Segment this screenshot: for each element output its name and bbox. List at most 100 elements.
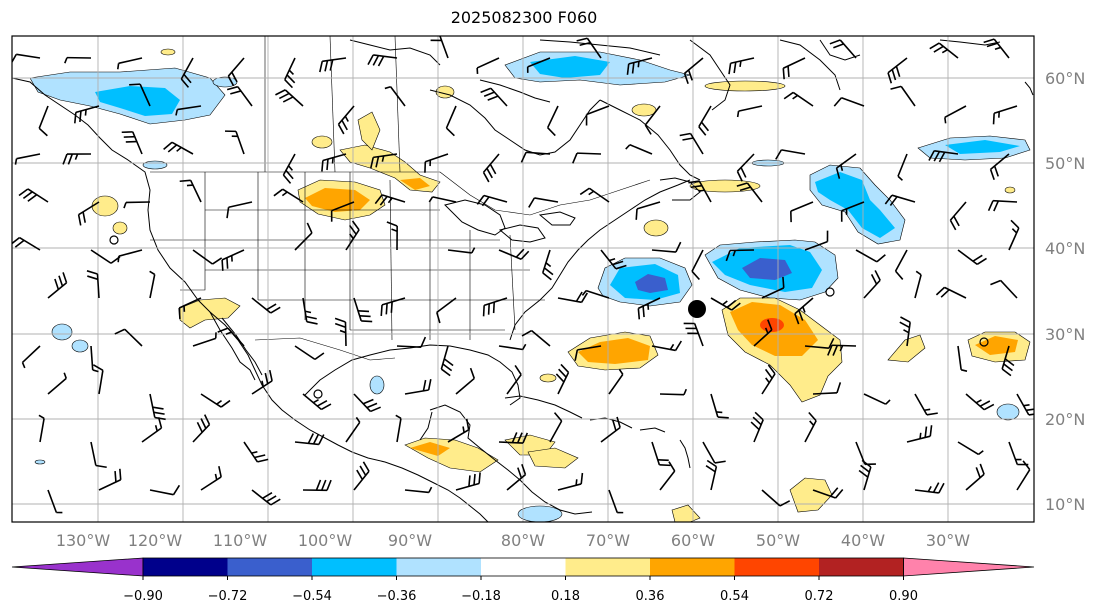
wind-barb [833, 97, 865, 107]
wind-barb [702, 441, 726, 464]
wind-barb [476, 194, 508, 207]
wind-barb [526, 57, 551, 73]
wind-barbs [12, 36, 1034, 514]
wind-barb [775, 149, 806, 160]
colorbar-tick-label: −0.54 [292, 589, 332, 604]
wind-barb [445, 105, 457, 137]
wind-barb [688, 180, 712, 203]
wind-barb [829, 39, 857, 59]
wind-barb [224, 130, 245, 155]
colorbar-tick-label: −0.36 [377, 589, 417, 604]
wind-barb [18, 188, 49, 203]
lon-label: 40°W [841, 531, 885, 550]
wind-barb [557, 291, 588, 304]
wind-barb [396, 336, 427, 348]
colorbar-extend-high [903, 557, 1035, 577]
colorbar-segment [143, 558, 228, 576]
wind-barb [424, 153, 449, 173]
wind-barb [302, 479, 332, 492]
wind-barb [585, 105, 610, 126]
wind-barb [626, 57, 653, 75]
wind-barb [192, 249, 223, 265]
wind-barb [386, 221, 398, 251]
wind-barb [117, 249, 143, 263]
wind-barb [894, 249, 908, 280]
longitude-labels: 130°W 120°W 110°W 100°W 90°W 80°W 70°W 60°W 50°W… [56, 531, 970, 550]
wind-barb [498, 343, 527, 351]
wind-barb [90, 345, 99, 373]
wind-barb [574, 345, 602, 361]
lat-label: 10°N [1045, 495, 1085, 514]
map-frame [11, 35, 1035, 523]
colorbar-tick-label: 0.18 [551, 589, 580, 604]
wind-barb [38, 414, 45, 443]
wind-barb [581, 289, 610, 299]
lat-label: 20°N [1045, 410, 1085, 429]
wind-barb [546, 105, 559, 137]
wind-barb [736, 153, 755, 182]
wind-barb [294, 345, 325, 361]
lat-lon-grid [12, 36, 1034, 522]
wind-barb [404, 486, 433, 494]
wind-barb [74, 105, 100, 124]
wind-barb [62, 153, 92, 165]
wind-barb [651, 441, 671, 467]
colorbar-tick-label: 0.36 [636, 589, 665, 604]
wind-barb [77, 201, 100, 226]
wind-barb [644, 105, 661, 135]
wind-barb [179, 179, 202, 203]
wind-barb [92, 364, 104, 395]
lon-label: 130°W [56, 531, 111, 550]
wind-barb [455, 472, 481, 491]
wind-barb [480, 87, 508, 107]
wind-barb [284, 57, 296, 89]
wind-barb [294, 222, 313, 251]
wind-barb [965, 393, 995, 411]
wind-barb [506, 463, 527, 491]
lat-label: 50°N [1045, 154, 1085, 173]
wind-barb [858, 459, 872, 491]
wind-barb [753, 319, 773, 347]
wind-barb [914, 393, 938, 416]
wind-barb [337, 105, 355, 135]
wind-barb [251, 297, 281, 314]
wind-barb [691, 249, 704, 281]
political-borders [150, 36, 651, 361]
wind-barb [608, 489, 624, 514]
wind-barb [404, 379, 432, 395]
wind-barb [736, 182, 763, 203]
wind-barb [914, 482, 945, 494]
wind-barb [319, 57, 347, 73]
colorbar-tick-label: 0.72 [805, 589, 834, 604]
wind-barb [251, 369, 273, 395]
wind-barb [482, 153, 500, 183]
wind-barb [321, 153, 347, 172]
lon-label: 110°W [213, 531, 268, 550]
wind-barb [572, 152, 602, 164]
wind-barb [200, 466, 222, 491]
wind-barb [683, 57, 704, 85]
wind-barb [659, 388, 688, 396]
wind-barb [804, 411, 817, 443]
wind-barb [541, 249, 554, 281]
wind-barb [890, 85, 916, 107]
wind-barb [47, 372, 67, 395]
colorbar-segment [312, 558, 397, 576]
wind-barb [804, 230, 829, 251]
wind-barb [302, 393, 332, 411]
wind-barb [447, 247, 476, 254]
wind-barb [600, 249, 627, 270]
wind-barb [428, 196, 457, 203]
wind-barb [625, 144, 653, 155]
wind-barb [226, 85, 253, 107]
wind-barb [1016, 393, 1034, 416]
wind-barb [906, 425, 933, 443]
colorbar-tick-label: −0.72 [208, 589, 248, 604]
wind-barb [330, 201, 355, 222]
wind-barb [794, 297, 814, 325]
wind-barb [528, 197, 559, 208]
wind-barb [476, 57, 500, 74]
wind-barb [129, 83, 151, 107]
lon-label: 70°W [586, 531, 630, 550]
wind-barb [282, 153, 296, 184]
